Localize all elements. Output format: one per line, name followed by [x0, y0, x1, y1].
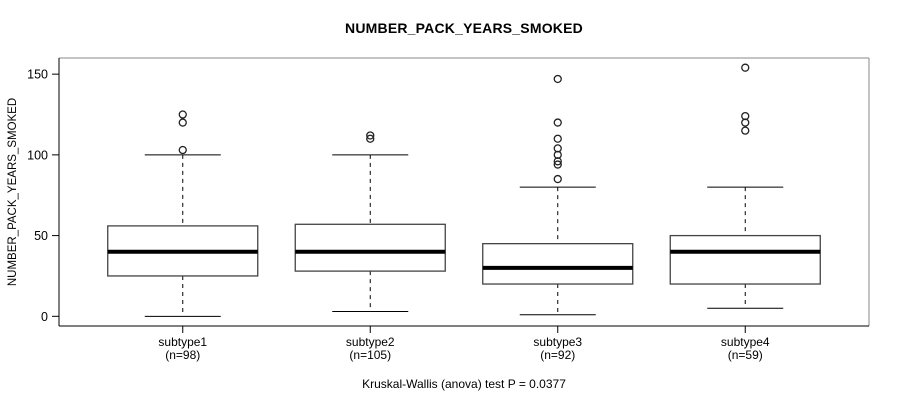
iqr-box-subtype4 [669, 234, 821, 285]
outlier-point [553, 160, 562, 169]
group-n: (n=92) [540, 348, 576, 362]
x-group-label-subtype3: subtype3 (n=92) [533, 336, 582, 362]
group-n: (n=59) [727, 348, 763, 362]
y-tick-label: 50 [34, 229, 48, 243]
y-tick-label: 150 [27, 68, 48, 82]
outlier-point [553, 118, 562, 127]
x-group-label-subtype4: subtype4 (n=59) [721, 336, 770, 362]
outlier-point [741, 126, 750, 135]
y-tick-label: 0 [41, 310, 48, 324]
group-name: subtype4 [720, 335, 770, 349]
outlier-point [553, 134, 562, 143]
group-n: (n=105) [349, 348, 392, 362]
chart-title: NUMBER_PACK_YEARS_SMOKED [345, 20, 583, 36]
group-n: (n=98) [165, 348, 201, 362]
iqr-box-subtype2 [294, 223, 446, 272]
y-tick-label: 100 [27, 148, 48, 162]
outlier-point [553, 174, 562, 184]
stat-test-caption: Kruskal-Wallis (anova) test P = 0.0377 [362, 377, 566, 391]
x-group-label-subtype1: subtype1 (n=98) [158, 336, 207, 362]
outlier-point [366, 134, 375, 143]
group-name: subtype3 [533, 335, 583, 349]
outlier-point [366, 131, 375, 140]
iqr-box-subtype3 [482, 243, 634, 285]
outlier-point [553, 74, 562, 84]
x-group-label-subtype2: subtype2 (n=105) [346, 336, 395, 362]
outlier-point [553, 144, 562, 153]
outlier-point [178, 145, 187, 155]
outlier-point [741, 63, 750, 72]
group-name: subtype2 [345, 335, 395, 349]
outlier-point [178, 110, 187, 119]
outlier-point [741, 111, 750, 121]
group-name: subtype1 [158, 335, 208, 349]
outlier-point [178, 118, 187, 127]
